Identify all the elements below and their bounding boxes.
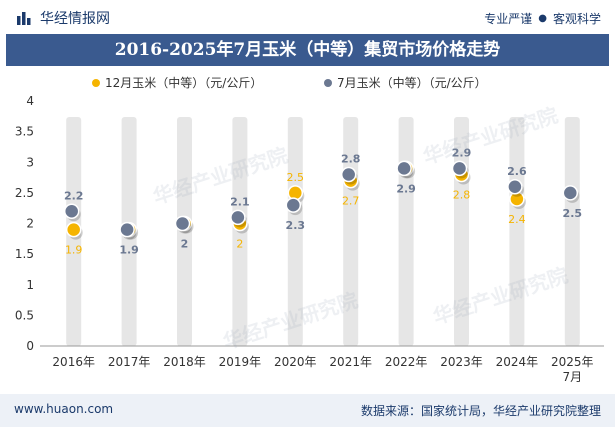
x-tick-label: 7月	[562, 370, 582, 384]
data-label: 2	[236, 238, 243, 251]
brand-name: 华经情报网	[40, 11, 110, 27]
tagline-left: 专业严谨	[484, 12, 533, 26]
data-point	[174, 215, 191, 232]
legend-label: 12月玉米（中等）（元/公斤）	[105, 75, 262, 90]
data-label: 2.1	[230, 195, 250, 208]
data-label: 1.9	[65, 244, 83, 257]
tagline-right: 客观科学	[552, 12, 601, 26]
category-column	[564, 117, 580, 346]
data-point	[285, 197, 302, 213]
legend-marker	[324, 79, 332, 87]
top-header: 华经情报网 专业严谨 ● 客观科学	[0, 0, 615, 34]
y-tick-label: 3.5	[15, 125, 34, 139]
data-point	[451, 160, 468, 177]
data-label: 2.6	[507, 165, 527, 178]
title-bar: 2016-2025年7月玉米（中等）集贸市场价格走势	[6, 34, 609, 66]
x-tick-label: 2021年	[329, 355, 372, 369]
chart-area: 12月玉米（中等）（元/公斤） 7月玉米（中等）（元/公斤） 0 0.5 1 1.5 2 2.…	[15, 75, 604, 384]
data-label: 2.8	[341, 153, 361, 166]
data-source: 数据来源：国家统计局，华经产业研究院整理	[360, 404, 601, 418]
category-column	[343, 117, 359, 346]
data-label: 1.9	[119, 244, 139, 257]
x-tick-label: 2024年	[496, 355, 539, 369]
data-point	[230, 209, 246, 226]
bar-chart-logo-icon	[17, 12, 31, 25]
data-point	[396, 160, 412, 177]
x-tick-label: 2019年	[219, 355, 262, 369]
y-tick-label: 0.5	[15, 308, 34, 322]
data-label: 2	[181, 238, 189, 251]
x-tick-label: 2025年	[551, 355, 594, 369]
data-label: 2.4	[508, 213, 526, 226]
data-label: 2.8	[453, 189, 471, 202]
dot-separator-icon: ●	[538, 13, 547, 24]
chart-title: 2016-2025年7月玉米（中等）集贸市场价格走势	[114, 40, 501, 60]
data-label: 2.5	[563, 207, 583, 220]
category-column	[177, 117, 192, 346]
y-tick-label: 4	[26, 94, 34, 108]
tagline: 专业严谨 ● 客观科学	[484, 10, 601, 27]
data-label: 2.9	[396, 182, 416, 195]
data-label: 2.9	[452, 146, 472, 159]
footer: www.huaon.com 数据来源：国家统计局，华经产业研究院整理	[0, 394, 615, 427]
x-tick-label: 2023年	[440, 355, 483, 369]
y-tick-label: 0	[26, 339, 34, 353]
y-tick-label: 2	[26, 217, 34, 231]
y-tick-label: 2.5	[15, 186, 34, 200]
y-tick-label: 1.5	[15, 247, 34, 261]
x-tick-label: 2016年	[52, 355, 95, 369]
data-label: 2.5	[287, 171, 305, 184]
data-label: 2.7	[342, 195, 360, 208]
x-tick-label: 2017年	[108, 355, 151, 369]
brand[interactable]: 华经情报网	[16, 8, 110, 28]
website-link[interactable]: www.huaon.com	[14, 402, 114, 416]
legend-label: 7月玉米（中等）（元/公斤）	[337, 75, 487, 90]
x-tick-label: 2020年	[274, 355, 317, 369]
data-point	[562, 185, 579, 201]
data-point	[65, 221, 82, 238]
category-column	[232, 117, 248, 346]
data-point	[119, 221, 135, 238]
x-tick-label: 2018年	[163, 355, 206, 369]
data-point	[507, 179, 523, 195]
category-column	[509, 117, 525, 346]
category-column	[398, 117, 414, 346]
data-point	[340, 166, 357, 183]
category-column	[287, 117, 303, 346]
data-label: 2.2	[64, 189, 84, 202]
data-label: 2.3	[286, 219, 306, 232]
y-tick-label: 1	[26, 278, 34, 292]
legend-marker	[92, 79, 100, 87]
x-tick-label: 2022年	[385, 355, 428, 369]
y-tick-label: 3	[26, 155, 34, 169]
data-point	[63, 203, 80, 219]
